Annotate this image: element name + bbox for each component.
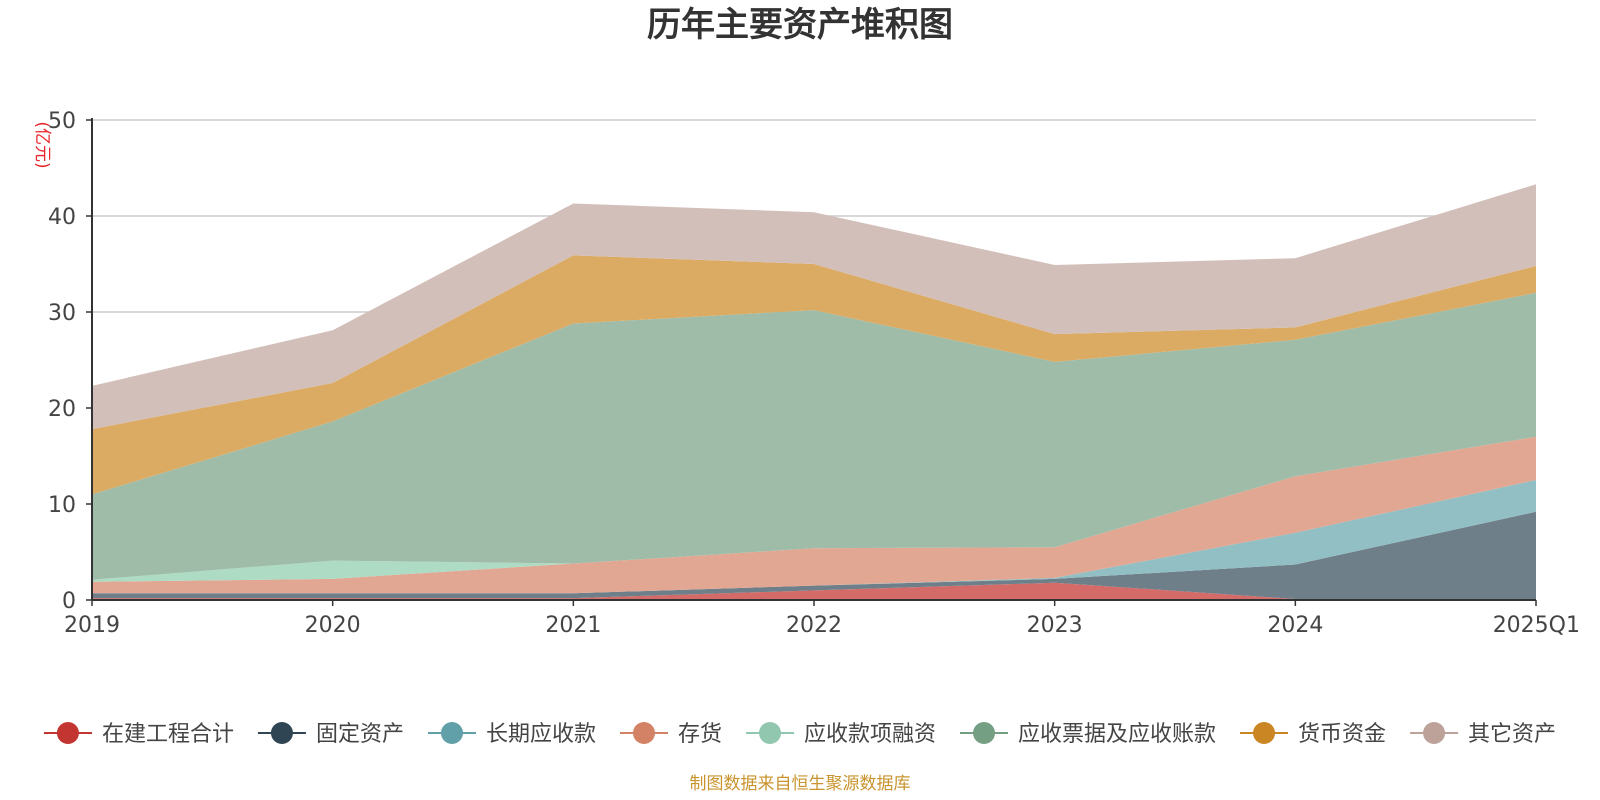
y-tick-label: 50 (48, 109, 76, 134)
legend-item-6[interactable]: 货币资金 (1240, 722, 1386, 747)
x-tick-label: 2020 (305, 613, 361, 638)
legend-marker-icon (440, 722, 463, 744)
chart-title: 历年主要资产堆积图 (647, 5, 953, 45)
area-series-3 (92, 436, 1536, 594)
legend-marker-icon (270, 722, 293, 744)
legend[interactable]: 在建工程合计 固定资产 长期应收款 存货 应收款项融资 应收票据及应收账款 货币资金 其它资产 (43, 722, 1556, 747)
legend-item-4[interactable]: 应收款项融资 (746, 722, 936, 747)
stacked-areas (92, 184, 1536, 600)
legend-item-3[interactable]: 存货 (619, 722, 722, 747)
area-series-5 (92, 292, 1536, 580)
legend-marker-icon (973, 722, 996, 744)
y-tick-label: 20 (48, 397, 76, 422)
x-tick-label: 2025Q1 (1493, 613, 1580, 638)
legend-label: 固定资产 (316, 722, 404, 747)
legend-marker-icon (632, 722, 655, 744)
y-tick-label: 0 (62, 589, 76, 614)
legend-label: 应收票据及应收账款 (1018, 722, 1216, 747)
legend-marker-icon (56, 722, 79, 744)
data-source-note: 制图数据来自恒生聚源数据库 (690, 774, 911, 794)
legend-label: 长期应收款 (486, 722, 596, 747)
legend-item-7[interactable]: 其它资产 (1410, 722, 1556, 747)
legend-label: 应收款项融资 (804, 722, 936, 747)
legend-item-1[interactable]: 固定资产 (257, 722, 404, 747)
legend-label: 货币资金 (1298, 722, 1386, 747)
legend-item-5[interactable]: 应收票据及应收账款 (960, 722, 1216, 747)
legend-item-2[interactable]: 长期应收款 (427, 722, 596, 747)
y-tick-label: 30 (48, 301, 76, 326)
x-tick-label: 2019 (64, 613, 120, 638)
x-tick-label: 2022 (786, 613, 842, 638)
legend-marker-icon (1253, 722, 1276, 744)
legend-label: 在建工程合计 (102, 722, 234, 747)
area-series-7 (92, 184, 1536, 430)
legend-item-0[interactable]: 在建工程合计 (43, 722, 234, 747)
legend-label: 其它资产 (1468, 722, 1556, 747)
area-series-2 (92, 480, 1536, 594)
y-axis-unit-label: (亿元) (32, 121, 52, 168)
x-tick-label: 2021 (545, 613, 601, 638)
area-series-6 (92, 255, 1536, 495)
area-series-0 (92, 582, 1536, 600)
area-series-1 (92, 511, 1536, 599)
legend-marker-icon (1423, 722, 1446, 744)
y-tick-label: 40 (48, 205, 76, 230)
legend-marker-icon (759, 722, 781, 744)
y-tick-label: 10 (48, 493, 76, 518)
x-tick-label: 2024 (1267, 613, 1323, 638)
legend-label: 存货 (678, 722, 722, 747)
axes: 0 10 20 30 40 50 2019 2020 2021 2022 2023 2024 2025Q… (48, 109, 1580, 638)
x-tick-label: 2023 (1027, 613, 1083, 638)
